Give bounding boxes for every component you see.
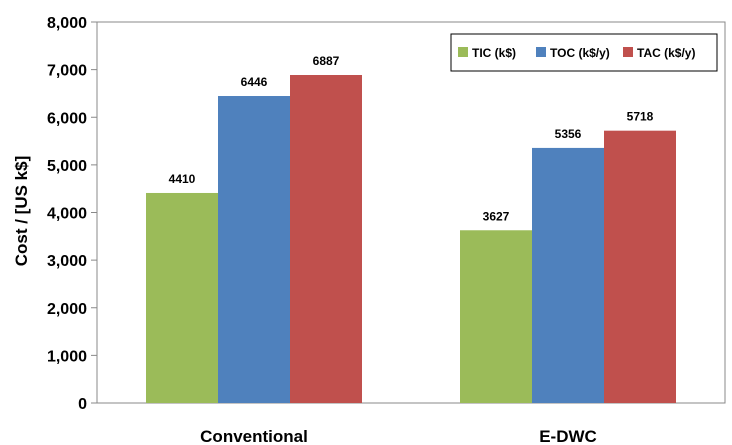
y-tick-label: 0 (78, 396, 87, 413)
legend-swatch (536, 47, 546, 57)
bar-value-label: 3627 (483, 209, 510, 223)
legend: TIC (k$) TOC (k$/y) TAC (k$/y) (450, 33, 718, 72)
y-axis-label: Cost / [US k$] (12, 156, 31, 267)
y-tick-label: 6,000 (47, 110, 87, 127)
legend-label: TOC (k$/y) (550, 46, 610, 60)
bar-value-label: 5718 (627, 110, 654, 124)
y-tick-label: 3,000 (47, 253, 87, 270)
data-labels: 4410 6446 6887 3627 5356 5718 (169, 54, 654, 223)
bars (146, 75, 676, 404)
bar-value-label: 5356 (555, 127, 582, 141)
bar-conventional-1 (218, 96, 290, 403)
bar-e-dwc-1 (532, 147, 604, 403)
x-category-label: E-DWC (539, 427, 597, 445)
legend-label: TAC (k$/y) (637, 46, 695, 60)
bar-value-label: 4410 (169, 172, 196, 186)
bar-e-dwc-0 (460, 230, 532, 403)
bar-value-label: 6446 (241, 75, 268, 89)
legend-swatch (458, 47, 468, 57)
y-tick-label: 5,000 (47, 158, 87, 175)
legend-swatch (623, 47, 633, 57)
x-axis-categories: Conventional E-DWC (200, 427, 597, 445)
y-tick-label: 1,000 (47, 348, 87, 365)
y-tick-label: 2,000 (47, 301, 87, 318)
x-category-label: Conventional (200, 427, 308, 445)
bar-e-dwc-2 (604, 130, 676, 404)
legend-label: TIC (k$) (472, 46, 516, 60)
y-tick-label: 8,000 (47, 15, 87, 32)
y-tick-label: 7,000 (47, 63, 87, 80)
bar-conventional-0 (146, 192, 218, 403)
y-tick-label: 4,000 (47, 206, 87, 223)
bar-value-label: 6887 (313, 54, 340, 68)
legend-box (450, 33, 718, 72)
bar-conventional-2 (290, 75, 362, 403)
y-axis: 0 1,000 2,000 3,000 4,000 5,000 6,000 7,000 8,00… (47, 15, 726, 413)
